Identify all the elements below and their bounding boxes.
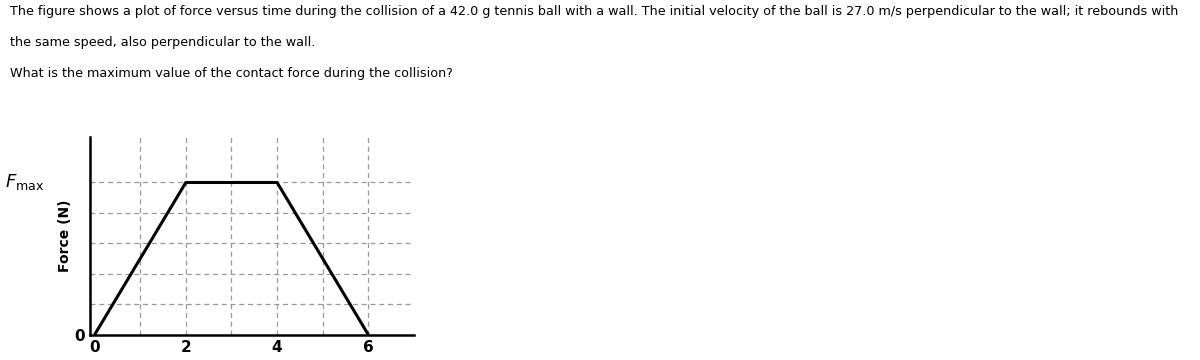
- Y-axis label: Force (N): Force (N): [58, 199, 72, 272]
- Text: The figure shows a plot of force versus time during the collision of a 42.0 g te: The figure shows a plot of force versus …: [10, 5, 1178, 18]
- Text: What is the maximum value of the contact force during the collision?: What is the maximum value of the contact…: [10, 67, 452, 80]
- Text: the same speed, also perpendicular to the wall.: the same speed, also perpendicular to th…: [10, 36, 314, 49]
- Text: $F_{\mathrm{max}}$: $F_{\mathrm{max}}$: [5, 172, 44, 193]
